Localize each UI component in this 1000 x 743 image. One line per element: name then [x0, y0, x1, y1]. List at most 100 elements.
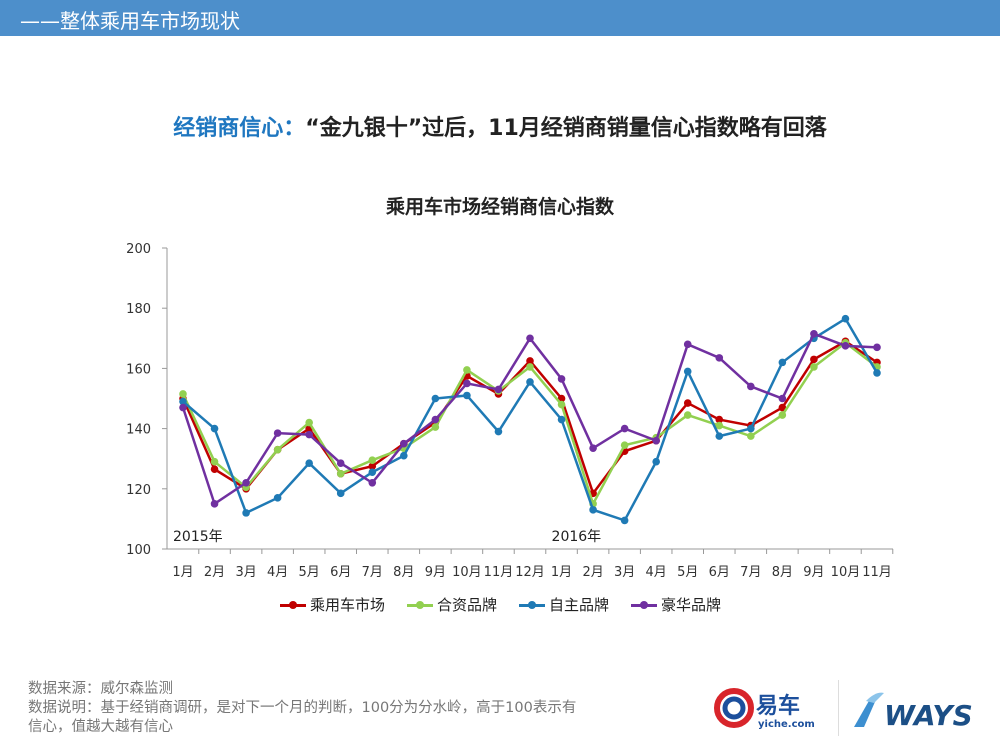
data-point	[305, 430, 313, 439]
legend-label: 豪华品牌	[661, 596, 722, 614]
x-tick-label: 3月	[614, 565, 635, 580]
data-point	[778, 411, 787, 419]
y-tick-label: 140	[126, 423, 151, 438]
legend-swatch	[280, 599, 306, 611]
y-tick-label: 200	[126, 242, 151, 257]
svg-text:yiche.com: yiche.com	[758, 719, 815, 730]
footer-notes: 数据来源：威尔森监测 数据说明：基于经销商调研，是对下一个月的判断，100分为分…	[28, 680, 576, 737]
data-point	[526, 357, 534, 365]
data-point	[368, 478, 377, 487]
data-point	[210, 457, 219, 466]
series-line	[182, 316, 879, 522]
legend-label: 自主品牌	[549, 596, 610, 614]
x-tick-label: 8月	[772, 565, 793, 580]
data-point	[715, 415, 724, 424]
x-tick-label: 9月	[425, 565, 446, 580]
y-tick-label: 100	[126, 543, 151, 558]
data-point	[526, 334, 534, 343]
legend-item: 自主品牌	[519, 594, 609, 615]
data-point	[431, 394, 440, 403]
data-point	[873, 343, 881, 352]
x-tick-label: 4月	[646, 565, 667, 580]
data-point	[683, 340, 692, 349]
data-point	[747, 424, 755, 433]
legend: 乘用车市场 合资品牌 自主品牌 豪华品牌	[280, 594, 721, 615]
data-point	[305, 459, 313, 468]
data-point	[400, 451, 408, 460]
x-tick-label: 8月	[393, 565, 414, 580]
legend-item: 豪华品牌	[631, 594, 721, 615]
data-point	[494, 385, 503, 394]
x-tick-label: 2月	[582, 565, 603, 580]
legend-label: 乘用车市场	[310, 596, 386, 614]
y-tick-label: 160	[126, 362, 151, 377]
data-point	[652, 457, 660, 466]
data-point	[810, 329, 818, 338]
data-point	[620, 441, 629, 449]
data-point	[557, 415, 566, 424]
x-tick-label: 1月	[172, 565, 193, 580]
legend-item: 乘用车市场	[280, 594, 385, 615]
headline-text: “金九银十”过后，11月经销商销量信心指数略有回落	[305, 116, 827, 141]
data-point	[463, 366, 471, 374]
legend-swatch	[407, 599, 434, 611]
data-point	[273, 494, 282, 502]
data-point	[210, 500, 219, 508]
data-point	[557, 375, 566, 383]
data-point	[336, 459, 345, 468]
data-point	[179, 397, 187, 406]
data-point	[179, 390, 187, 398]
x-tick-label: 11月	[484, 565, 514, 580]
data-point	[778, 403, 787, 412]
x-tick-label: 6月	[330, 565, 351, 580]
x-tick-label: 5月	[677, 565, 698, 580]
data-point	[368, 468, 377, 477]
data-point	[778, 358, 787, 367]
yiche-logo: 易车 yiche.com	[714, 688, 815, 730]
data-point	[589, 444, 597, 452]
data-point	[620, 424, 629, 433]
legend-swatch	[519, 599, 546, 611]
data-point	[494, 427, 503, 436]
data-point	[841, 342, 850, 350]
data-point	[526, 363, 534, 371]
x-tick-label: 11月	[862, 565, 892, 580]
y-tick-label: 180	[126, 302, 151, 317]
headline: 经销商信心：“金九银十”过后，11月经销商销量信心指数略有回落	[0, 110, 1000, 142]
x-tick-label: 4月	[267, 565, 288, 580]
data-point	[305, 418, 313, 427]
data-point	[589, 506, 597, 514]
logo-divider	[838, 680, 839, 736]
data-point	[336, 489, 345, 498]
svg-text:WAYS: WAYS	[884, 699, 973, 732]
legend-swatch	[631, 599, 658, 611]
data-point	[463, 391, 471, 400]
data-point	[210, 465, 219, 474]
data-note-line1: 数据说明：基于经销商调研，是对下一个月的判断，100分为分水岭，高于100表示有	[28, 700, 577, 716]
data-point	[841, 314, 850, 323]
data-source: 数据来源：威尔森监测	[28, 681, 173, 697]
data-point	[210, 424, 219, 433]
data-point	[715, 421, 724, 430]
data-point	[747, 432, 755, 440]
data-note-line2: 信心，值越大越有信心	[28, 719, 173, 735]
data-point	[336, 469, 345, 478]
data-point	[368, 462, 377, 471]
headline-highlight: 经销商信心：	[173, 116, 306, 141]
x-tick-label: 7月	[362, 565, 383, 580]
data-point	[715, 354, 724, 362]
data-point	[526, 378, 534, 386]
y-tick-label: 120	[126, 483, 151, 498]
x-tick-label: 9月	[803, 565, 824, 580]
data-point	[620, 516, 629, 525]
chart-title: 乘用车市场经销商信心指数	[385, 196, 614, 218]
data-point	[778, 394, 787, 403]
year-label: 2016年	[552, 529, 602, 545]
x-tick-label: 6月	[709, 565, 730, 580]
data-point	[273, 429, 282, 437]
legend-label: 合资品牌	[437, 596, 498, 614]
data-point	[400, 439, 408, 448]
data-point	[179, 403, 187, 412]
x-tick-label: 3月	[235, 565, 256, 580]
